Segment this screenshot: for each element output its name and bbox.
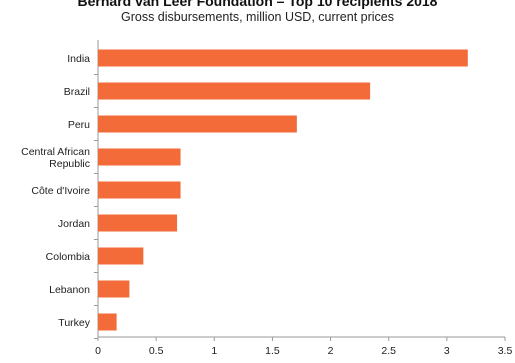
bar bbox=[98, 115, 297, 133]
category-label: Central African bbox=[21, 146, 90, 158]
category-label: Côte d'Ivoire bbox=[31, 185, 90, 197]
bar bbox=[98, 49, 468, 67]
x-tick-label: 2 bbox=[328, 345, 334, 357]
x-tick-label: 3 bbox=[444, 345, 450, 357]
bar bbox=[98, 181, 181, 199]
category-label: Jordan bbox=[58, 218, 90, 230]
bar bbox=[98, 313, 117, 331]
category-label: Brazil bbox=[64, 86, 90, 98]
x-tick-label: 1 bbox=[211, 345, 217, 357]
bar bbox=[98, 247, 144, 265]
x-tick-label: 3.5 bbox=[498, 345, 513, 357]
category-label: Peru bbox=[68, 119, 90, 131]
category-label: Republic bbox=[49, 158, 90, 170]
x-tick-label: 0 bbox=[95, 345, 101, 357]
bar bbox=[98, 280, 130, 298]
category-label: Lebanon bbox=[49, 284, 90, 296]
chart-title: Bernard van Leer Foundation – Top 10 rec… bbox=[77, 0, 438, 9]
bar bbox=[98, 82, 371, 100]
x-tick-label: 2.5 bbox=[381, 345, 396, 357]
category-label: Colombia bbox=[46, 251, 91, 263]
x-tick-label: 0.5 bbox=[149, 345, 164, 357]
x-tick-label: 1.5 bbox=[265, 345, 280, 357]
category-label: India bbox=[67, 53, 90, 65]
bar bbox=[98, 214, 178, 232]
bar bbox=[98, 148, 181, 166]
category-label: Turkey bbox=[58, 317, 90, 329]
chart-subtitle: Gross disbursements, million USD, curren… bbox=[121, 10, 394, 24]
